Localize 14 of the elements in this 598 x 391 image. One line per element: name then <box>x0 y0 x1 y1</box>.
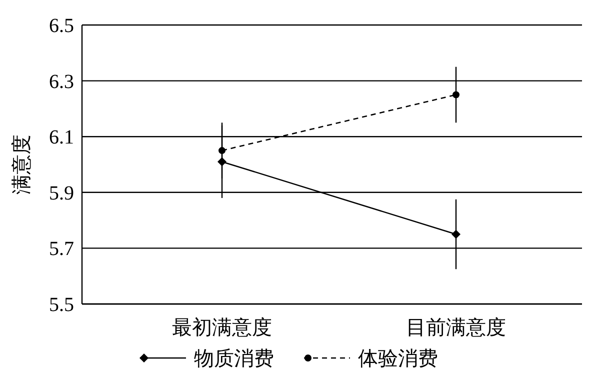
point <box>452 91 460 98</box>
legend-label: 体验消费 <box>358 348 438 370</box>
y-tick-label: 6.5 <box>49 15 74 37</box>
y-tick-label: 5.7 <box>49 238 74 260</box>
y-axis-title: 满意度 <box>11 134 33 194</box>
x-tick-label: 最初满意度 <box>172 317 272 339</box>
point <box>218 147 226 154</box>
y-tick-label: 6.1 <box>49 126 74 149</box>
x-tick-label: 目前满意度 <box>406 317 506 339</box>
y-tick-label: 6.3 <box>49 70 74 93</box>
point <box>452 230 460 239</box>
y-tick-label: 5.9 <box>49 182 74 204</box>
y-tick-label: 5.5 <box>49 294 74 316</box>
legend-label: 物质消费 <box>194 348 274 370</box>
